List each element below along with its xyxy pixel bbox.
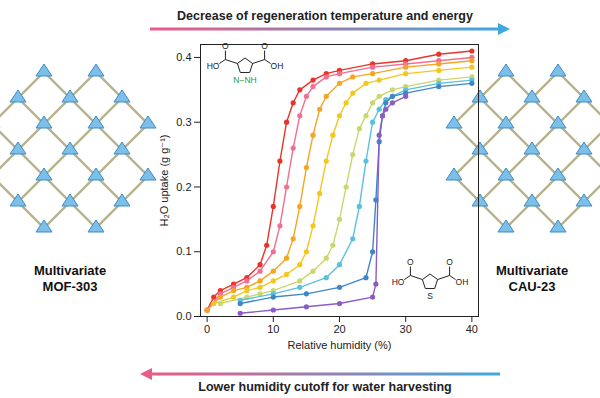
svg-text:Lower humidity cutoff for wate: Lower humidity cutoff for water harvesti… [198,380,452,394]
svg-text:20: 20 [333,323,345,335]
svg-text:Decrease of regeneration tempe: Decrease of regeneration temperature and… [177,9,473,23]
svg-text:Multivariate: Multivariate [496,263,568,278]
svg-text:O: O [261,41,268,51]
svg-text:30: 30 [400,323,412,335]
svg-text:0.1: 0.1 [176,245,191,257]
svg-text:N−NH: N−NH [233,75,256,85]
svg-text:40: 40 [466,323,478,335]
svg-text:H₂O uptake (g g⁻¹): H₂O uptake (g g⁻¹) [158,135,170,227]
svg-text:HO: HO [207,61,220,71]
svg-text:O: O [407,257,414,267]
svg-text:0.2: 0.2 [176,180,191,192]
svg-text:O: O [446,257,453,267]
svg-text:O: O [222,41,229,51]
svg-text:Relative humidity (%): Relative humidity (%) [288,339,392,351]
svg-text:HO: HO [392,277,405,287]
svg-text:OH: OH [456,277,469,287]
svg-text:0.3: 0.3 [176,116,191,128]
svg-text:0: 0 [204,323,210,335]
svg-text:MOF-303: MOF-303 [43,279,98,294]
svg-text:S: S [427,291,433,301]
svg-text:0.0: 0.0 [176,310,191,322]
svg-text:OH: OH [271,61,284,71]
svg-text:10: 10 [267,323,279,335]
svg-text:Multivariate: Multivariate [34,263,106,278]
svg-text:0.4: 0.4 [176,51,191,63]
svg-text:CAU-23: CAU-23 [509,279,556,294]
